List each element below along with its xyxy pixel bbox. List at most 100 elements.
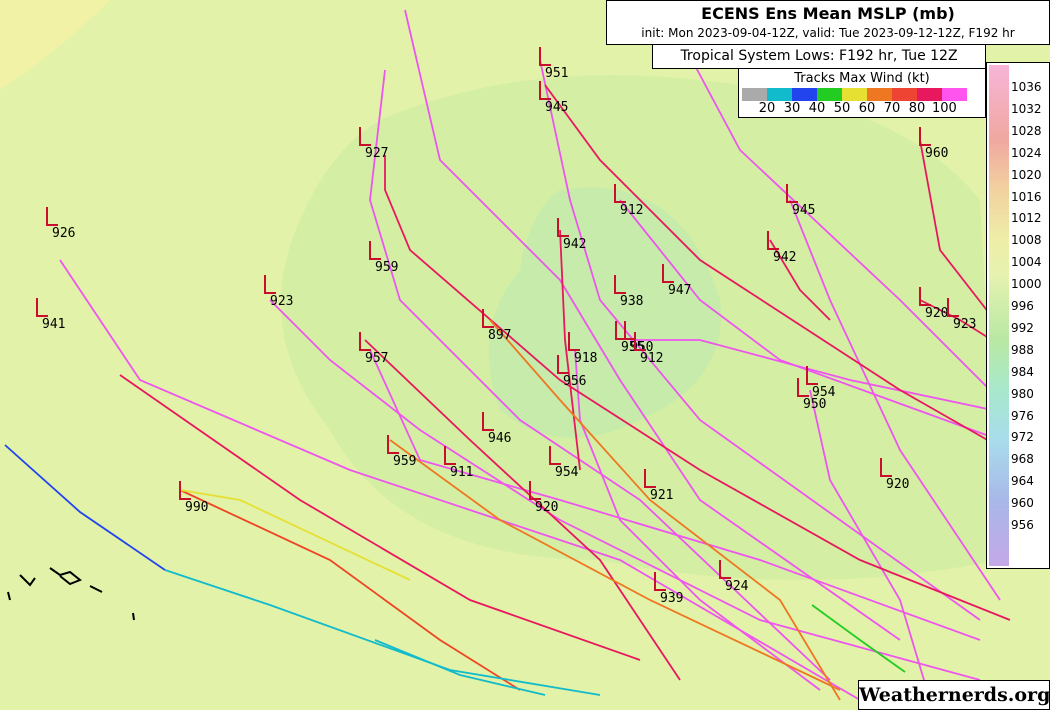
low-pressure-label: 955	[621, 340, 644, 355]
colorbar: 1036 1032 1028 1024 1020 1016 1012 1008 1004 1000…	[986, 62, 1050, 569]
swatch	[942, 88, 967, 101]
legend-label: 30	[783, 101, 801, 116]
legend-swatches	[742, 88, 985, 101]
low-marker	[919, 127, 931, 146]
low-pressure-label: 927	[365, 146, 388, 161]
low-marker	[369, 241, 381, 260]
low-pressure-label: 956	[563, 374, 586, 389]
low-pressure-label: 942	[773, 250, 796, 265]
title-box: ECENS Ens Mean MSLP (mb) init: Mon 2023-…	[606, 0, 1050, 45]
high-pressure-area	[0, 0, 110, 90]
low-pressure-label: 945	[792, 203, 815, 218]
low-marker	[880, 458, 892, 477]
low-marker	[654, 572, 666, 591]
low-marker	[549, 446, 561, 465]
colorbar-label: 956	[1011, 518, 1034, 532]
low-pressure-label: 939	[660, 591, 683, 606]
subtitle: init: Mon 2023-09-04-12Z, valid: Tue 202…	[641, 26, 1015, 40]
legend-label: 100	[932, 101, 957, 116]
low-marker	[482, 412, 494, 431]
low-marker	[615, 321, 627, 340]
colorbar-label: 960	[1011, 496, 1034, 511]
low-pressure-label: 959	[375, 260, 398, 275]
colorbar-label: 988	[1011, 342, 1034, 357]
low-pressure-label: 911	[450, 465, 473, 480]
swatch	[792, 88, 817, 101]
swatch	[892, 88, 917, 101]
low-marker	[529, 481, 541, 500]
low-marker	[767, 231, 779, 250]
low-marker	[36, 298, 48, 317]
low-marker	[539, 47, 551, 66]
swatch	[767, 88, 792, 101]
low-pressure-label: 897	[488, 328, 511, 343]
legend-label: 50	[833, 101, 851, 116]
low-marker	[614, 184, 626, 203]
low-marker	[179, 481, 191, 500]
low-marker	[947, 298, 959, 317]
low-marker	[662, 264, 674, 283]
colorbar-label: 976	[1011, 408, 1034, 423]
low-marker	[359, 332, 371, 351]
colorbar-label: 1016	[1011, 189, 1042, 204]
low-marker	[359, 127, 371, 146]
colorbar-label: 1032	[1011, 101, 1042, 116]
low-pressure-label: 926	[52, 226, 75, 241]
low-marker	[719, 560, 731, 579]
low-marker	[614, 275, 626, 294]
colorbar-label: 1004	[1011, 255, 1042, 270]
colorbar-label: 980	[1011, 386, 1034, 401]
low-marker	[786, 184, 798, 203]
coastline	[7, 567, 135, 621]
legend-label: 40	[808, 101, 826, 116]
legend-label: 20	[758, 101, 776, 116]
low-pressure-label: 957	[365, 351, 388, 366]
tracks	[4, 0, 1041, 701]
low-marker	[387, 435, 399, 454]
swatch	[817, 88, 842, 101]
swatch	[917, 88, 942, 101]
low-marker	[557, 218, 569, 237]
low-pressure-label: 954	[555, 465, 579, 480]
colorbar-label: 1028	[1011, 123, 1042, 138]
colorbar-label: 996	[1011, 299, 1034, 313]
low-pressure-label: 947	[668, 283, 691, 298]
low-pressure-label: 912	[620, 203, 643, 218]
low-pressure-label: 938	[620, 294, 643, 309]
low-pressure-label: 942	[563, 237, 586, 252]
low-marker	[539, 81, 551, 100]
swatch	[742, 88, 767, 101]
low-marker	[444, 446, 456, 465]
colorbar-gradient	[989, 65, 1009, 566]
low-pressure-label: 924	[725, 579, 749, 594]
low-marker	[797, 378, 809, 397]
title: ECENS Ens Mean MSLP (mb)	[701, 4, 955, 23]
legend-label: 80	[908, 101, 926, 116]
low-pressure-label: 920	[925, 306, 948, 321]
wind-legend: Tracks Max Wind (kt) 20 30 40 50 60 70 80 100	[738, 68, 986, 118]
low-pressure-label: 946	[488, 431, 511, 446]
low-pressure-label: 923	[270, 294, 293, 309]
colorbar-label: 968	[1011, 452, 1034, 467]
low-pressure-label: 921	[650, 488, 673, 503]
low-marker	[919, 287, 931, 306]
colorbar-label: 1020	[1011, 167, 1042, 182]
low-pressure-label: 990	[185, 500, 208, 515]
low-marker	[482, 309, 494, 328]
colorbar-label: 984	[1011, 364, 1034, 379]
legend-label: 70	[883, 101, 901, 116]
low-pressure-label: 941	[42, 317, 65, 332]
lows-title: Tropical System Lows: F192 hr, Tue 12Z	[652, 44, 986, 69]
legend-title: Tracks Max Wind (kt)	[794, 71, 930, 86]
colorbar-label: 1012	[1011, 211, 1042, 226]
low-pressure-label: 920	[886, 477, 909, 492]
legend-labels: 20 30 40 50 60 70 80 100	[739, 101, 985, 117]
colorbar-label: 1024	[1011, 145, 1042, 160]
low-marker	[624, 321, 636, 340]
swatch	[867, 88, 892, 101]
low-marker	[264, 275, 276, 294]
colorbar-label: 964	[1011, 474, 1034, 489]
low-marker	[806, 366, 818, 385]
low-pressure-label: 945	[545, 100, 568, 115]
